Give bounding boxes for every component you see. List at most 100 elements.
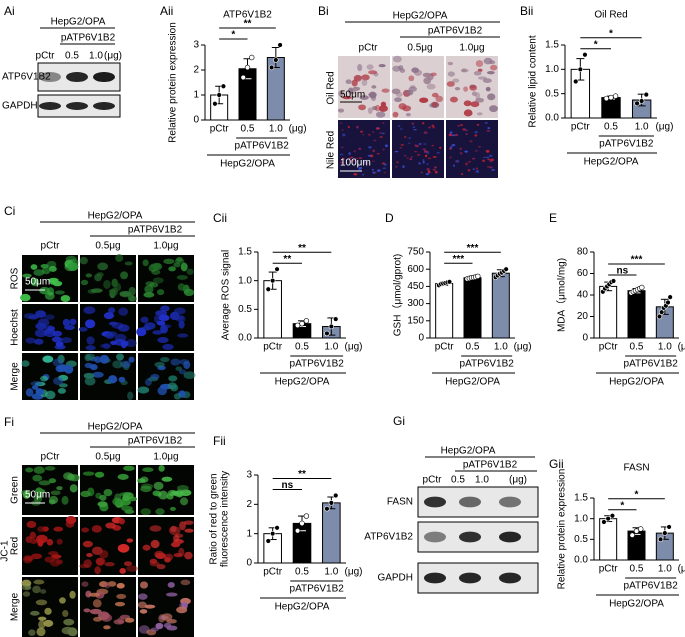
cell [142,544,151,551]
data-point [612,93,619,99]
cell [469,84,477,91]
cell [439,146,442,149]
data-point [503,266,509,272]
x-tick-label: 1.0 [269,124,283,135]
cell [423,150,428,153]
significance-label: ** [298,469,306,480]
cell [21,579,32,587]
cell [180,262,188,272]
x-tick-label: 1.0 [324,342,338,353]
cell [431,124,435,127]
cell [465,162,469,166]
cell [176,315,186,323]
cell [180,579,191,586]
cell [61,495,69,505]
cell [82,540,93,548]
row-label: Merge [10,362,21,391]
cell [103,488,113,497]
cell [462,128,466,131]
cell [474,149,478,152]
cell [184,551,193,560]
x-tick-label: pCtr [435,342,455,353]
cell [383,171,386,174]
cell [469,140,473,143]
cell [51,336,63,343]
cell [367,107,373,115]
cell [119,568,126,574]
cell [150,373,160,380]
cell [28,629,36,636]
cell [114,333,127,343]
cell [379,136,383,139]
group-label: HepG2/OPA [220,159,275,170]
cell [408,137,411,140]
unit-label: (μg) [678,342,685,353]
cell [394,151,399,153]
row-label: Hoechst [10,309,21,346]
data-point [277,42,283,48]
cell [143,292,155,298]
cell [30,264,38,270]
lane-label: 1.0 [475,475,489,486]
cell [38,620,46,629]
band [39,102,61,110]
cell [176,485,189,491]
cell [385,144,388,148]
cell [32,585,41,594]
cell [136,328,147,337]
lane-label: 0.5 [451,475,465,486]
cell [408,142,411,144]
cell [399,147,403,149]
row-label: GAPDH [2,101,38,112]
cell [176,606,188,614]
cell [69,484,78,493]
cell [173,490,184,497]
cell [405,112,411,117]
cell [483,57,493,65]
cell [139,609,148,614]
cell [62,609,69,617]
y-tick-label: 450 [407,281,424,292]
cell [174,258,185,264]
y-tick-label: 3 [246,470,252,481]
y-axis-label: fluorescence intensity [220,471,231,567]
cell [33,579,45,585]
column-label: 1.0μg [459,43,484,54]
cell [472,168,475,170]
cell [42,355,54,363]
row-label: ATP6V1B2 [2,72,51,83]
significance-label: ** [244,19,252,30]
cell [362,173,365,176]
data-point [608,94,614,101]
cell [57,387,66,394]
cell [81,581,89,587]
cell [96,557,105,566]
group-label: HepG2/OPA [275,377,330,388]
cell [451,143,456,147]
cell [81,527,90,533]
cell [359,130,364,133]
group-header: HepG2/OPA [393,11,448,22]
cell [110,340,117,345]
cell [168,375,178,382]
cell [414,150,418,153]
cell [423,131,428,135]
cell [128,286,136,296]
cell [368,91,377,99]
cell [382,122,385,125]
cell [45,390,56,400]
cell [482,156,487,159]
scale-label: 100μm [340,158,371,169]
cell [463,86,469,92]
cell [33,466,45,474]
cell [103,312,115,320]
cell [183,371,196,380]
cell [61,626,74,635]
cell [114,601,126,607]
cell [149,558,158,564]
panel-label: Fi [4,415,14,429]
data-point [577,66,584,73]
y-axis-label: Ratio of red to green [209,473,220,564]
cell [349,157,352,160]
data-point [212,101,218,107]
